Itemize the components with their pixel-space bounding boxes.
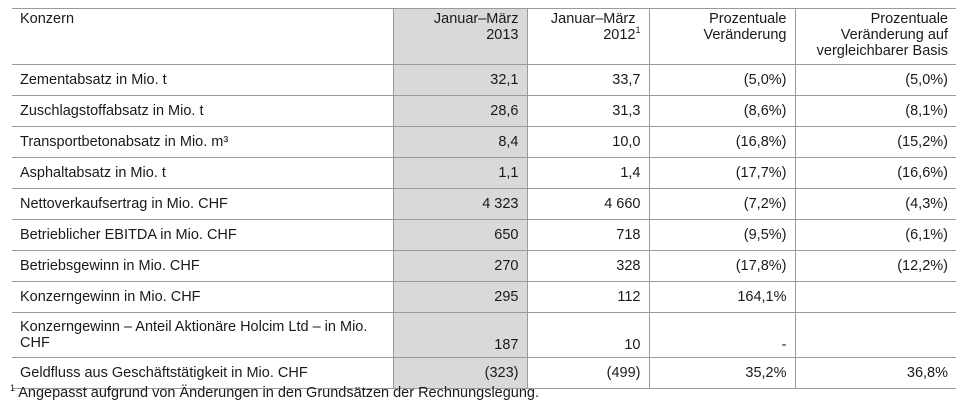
cell-2012: 1,4 (526, 157, 649, 189)
table-body: Zementabsatz in Mio. t 32,1 33,7 (5,0%) (5,0… (12, 64, 956, 389)
table-row: Konzerngewinn in Mio. CHF 295 112 164,1% (12, 281, 956, 313)
table-row: Betrieblicher EBITDA in Mio. CHF 650 718 (9… (12, 219, 956, 251)
cell-change-comparable: 36,8% (794, 357, 956, 389)
cell-change: 35,2% (648, 357, 795, 389)
cell-change-comparable: (6,1%) (794, 219, 956, 251)
row-label: Betrieblicher EBITDA in Mio. CHF (12, 219, 393, 251)
cell-change: (5,0%) (648, 64, 795, 96)
cell-2013: 4 323 (392, 188, 527, 220)
cell-change-comparable: (15,2%) (794, 126, 956, 158)
table-row: Nettoverkaufsertrag in Mio. CHF 4 323 4 66… (12, 188, 956, 220)
table-row: Betriebsgewinn in Mio. CHF 270 328 (17,8%)(… (12, 250, 956, 282)
footnote: 1 Angepasst aufgrund von Änderungen in d… (10, 383, 539, 401)
header-2012: Januar–März 20121 (526, 8, 649, 65)
cell-change: - (648, 312, 795, 358)
cell-2012: 10 (526, 312, 649, 358)
footnote-text: Angepasst aufgrund von Änderungen in den… (18, 384, 540, 401)
cell-2012: (499) (526, 357, 649, 389)
cell-2012: 4 660 (526, 188, 649, 220)
header-change-comparable-label: Prozentuale Veränderung auf vergleichbar… (816, 11, 948, 59)
row-label: Nettoverkaufsertrag in Mio. CHF (12, 188, 393, 220)
table-header-row: Konzern Januar–März 2013 Januar–März 201… (12, 8, 956, 65)
header-change-comparable: Prozentuale Veränderung auf vergleichbar… (794, 8, 956, 65)
cell-2013: 8,4 (392, 126, 527, 158)
table-row: Zuschlagstoffabsatz in Mio. t 28,6 31,3 (8,… (12, 95, 956, 127)
cell-2013: 28,6 (392, 95, 527, 127)
cell-change-comparable: (5,0%) (794, 64, 956, 96)
cell-change: (17,7%) (648, 157, 795, 189)
cell-2013: 187 (392, 312, 527, 358)
cell-change-comparable: (12,2%) (794, 250, 956, 282)
row-label: Transportbetonabsatz in Mio. m³ (12, 126, 393, 158)
cell-change: 164,1% (648, 281, 795, 313)
header-konzern: Konzern (12, 8, 393, 65)
cell-change-comparable: (8,1%) (794, 95, 956, 127)
footnote-marker: 1 (10, 383, 16, 393)
header-change: Prozentuale Veränderung (648, 8, 795, 65)
cell-2013: (323) (392, 357, 527, 389)
financial-summary-table: Konzern Januar–März 2013 Januar–März 201… (12, 8, 956, 389)
row-label: Asphaltabsatz in Mio. t (12, 157, 393, 189)
cell-2012: 328 (526, 250, 649, 282)
cell-2013: 32,1 (392, 64, 527, 96)
cell-change: (9,5%) (648, 219, 795, 251)
cell-2012: 33,7 (526, 64, 649, 96)
cell-2012: 10,0 (526, 126, 649, 158)
cell-2013: 295 (392, 281, 527, 313)
header-2013: Januar–März 2013 (392, 8, 527, 65)
row-label: Betriebsgewinn in Mio. CHF (12, 250, 393, 282)
cell-change-comparable (794, 281, 956, 313)
cell-2012: 112 (526, 281, 649, 313)
cell-2013: 650 (392, 219, 527, 251)
header-change-label: Prozentuale Veränderung (703, 11, 787, 43)
cell-change-comparable (794, 312, 956, 358)
header-2012-footnote-marker: 1 (635, 25, 641, 36)
row-label: Konzerngewinn in Mio. CHF (12, 281, 393, 313)
table-row: Zementabsatz in Mio. t 32,1 33,7 (5,0%) (5,0… (12, 64, 956, 96)
cell-2013: 1,1 (392, 157, 527, 189)
header-2012-label: Januar–März 2012 (550, 11, 636, 43)
cell-change-comparable: (4,3%) (794, 188, 956, 220)
row-label: Konzerngewinn – Anteil Aktionäre Holcim … (12, 312, 393, 358)
cell-2012: 718 (526, 219, 649, 251)
cell-change-comparable: (16,6%) (794, 157, 956, 189)
table-row: Konzerngewinn – Anteil Aktionäre Holcim … (12, 312, 956, 358)
table-row: Geldfluss aus Geschäftstätigkeit in Mio.… (12, 357, 956, 389)
cell-change: (8,6%) (648, 95, 795, 127)
cell-change: (7,2%) (648, 188, 795, 220)
header-2013-label: Januar–März 2013 (433, 11, 519, 43)
row-label: Geldfluss aus Geschäftstätigkeit in Mio.… (12, 357, 393, 389)
cell-2013: 270 (392, 250, 527, 282)
row-label: Zementabsatz in Mio. t (12, 64, 393, 96)
cell-change: (16,8%) (648, 126, 795, 158)
table-row: Asphaltabsatz in Mio. t 1,1 1,4 (17,7%) (16,… (12, 157, 956, 189)
row-label: Zuschlagstoffabsatz in Mio. t (12, 95, 393, 127)
table-row: Transportbetonabsatz in Mio. m³ 8,4 10,0 (1… (12, 126, 956, 158)
cell-change: (17,8%) (648, 250, 795, 282)
cell-2012: 31,3 (526, 95, 649, 127)
